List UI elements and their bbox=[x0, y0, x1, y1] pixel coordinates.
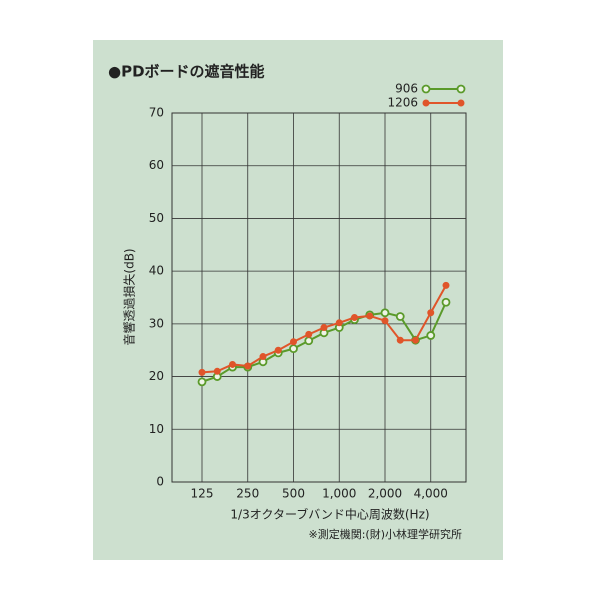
y-tick-label: 30 bbox=[149, 316, 164, 330]
data-point bbox=[335, 319, 343, 327]
data-point bbox=[427, 309, 435, 317]
legend-marker bbox=[456, 84, 466, 94]
data-point bbox=[396, 336, 404, 344]
y-tick-label: 50 bbox=[149, 211, 164, 225]
data-point bbox=[395, 312, 405, 321]
data-point bbox=[366, 312, 374, 320]
data-point bbox=[229, 360, 236, 368]
y-tick-label: 70 bbox=[149, 106, 164, 120]
legend-marker bbox=[422, 99, 430, 107]
legend-label: 1206 bbox=[387, 96, 418, 110]
data-point bbox=[381, 317, 389, 325]
data-point bbox=[380, 308, 390, 318]
data-point bbox=[289, 344, 298, 354]
data-point bbox=[320, 324, 328, 332]
chart-title: ●PDボードの遮音性能 bbox=[108, 63, 265, 81]
x-axis-label: 1/3オクターブバンド中心周波数(Hz) bbox=[230, 507, 429, 522]
x-tick-label: 1,000 bbox=[322, 487, 356, 501]
data-point bbox=[304, 336, 314, 346]
data-point bbox=[274, 346, 282, 354]
legend-marker bbox=[457, 99, 465, 107]
legend-label: 906 bbox=[395, 82, 418, 96]
data-point bbox=[259, 353, 267, 361]
y-tick-label: 10 bbox=[149, 422, 164, 436]
data-point bbox=[197, 377, 207, 387]
data-point bbox=[290, 338, 297, 346]
data-point bbox=[441, 297, 451, 307]
y-tick-label: 60 bbox=[149, 158, 164, 172]
x-tick-label: 125 bbox=[191, 487, 214, 501]
data-point bbox=[351, 314, 358, 322]
data-point bbox=[198, 368, 206, 376]
x-tick-label: 4,000 bbox=[414, 487, 448, 501]
note: ※測定機関:(財)小林理学研究所 bbox=[308, 527, 462, 541]
data-point bbox=[442, 281, 450, 289]
y-tick-label: 40 bbox=[149, 264, 164, 278]
data-point bbox=[213, 367, 221, 375]
y-tick-label: 20 bbox=[149, 369, 164, 383]
y-axis-label: 音響透過損失(dB) bbox=[122, 248, 137, 345]
x-tick-label: 2,000 bbox=[368, 487, 402, 501]
x-tick-label: 250 bbox=[236, 487, 259, 501]
panel bbox=[93, 40, 503, 560]
data-point bbox=[426, 331, 436, 340]
legend-marker bbox=[421, 84, 431, 94]
x-tick-label: 500 bbox=[282, 487, 305, 501]
data-point bbox=[305, 330, 313, 338]
data-point bbox=[244, 362, 252, 370]
y-tick-label: 0 bbox=[156, 475, 164, 489]
data-point bbox=[412, 336, 419, 344]
